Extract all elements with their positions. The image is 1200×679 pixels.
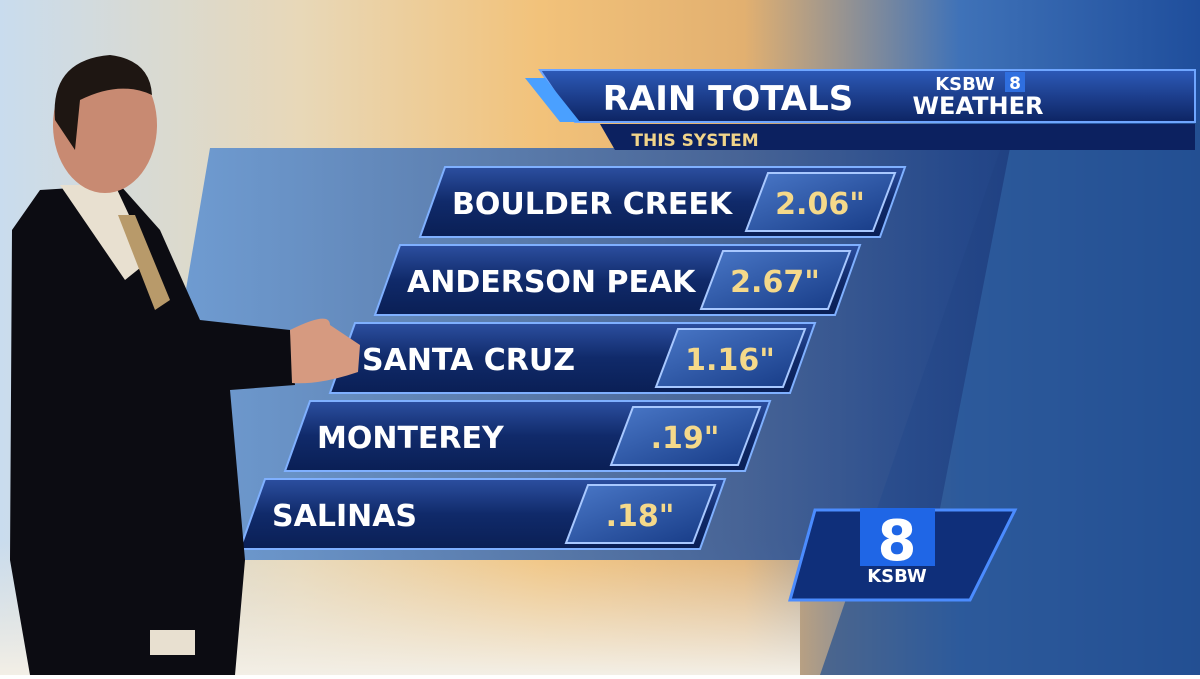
bug-station: KSBW — [867, 566, 927, 587]
rain-total: 2.06" — [775, 187, 865, 222]
location: SANTA CRUZ — [362, 343, 575, 378]
bug-channel: 8 — [878, 509, 917, 574]
rain-total: .18" — [606, 499, 675, 534]
rain-total: 2.67" — [730, 265, 820, 300]
location: BOULDER CREEK — [452, 187, 734, 222]
subtitle-bar — [600, 124, 1195, 150]
header-accent — [525, 78, 580, 122]
value-box — [654, 328, 807, 388]
logo-box — [1005, 72, 1025, 92]
rows: BOULDER CREEK 2.06" ANDERSON PEAK 2.67" SANT… — [238, 166, 907, 550]
value-box — [564, 484, 717, 544]
location: MONTEREY — [317, 421, 505, 456]
logo-station: KSBW — [935, 74, 995, 95]
logo-weather: WEATHER — [913, 92, 1044, 120]
value-box — [744, 172, 897, 232]
title: RAIN TOTALS — [603, 79, 854, 119]
presenter — [10, 55, 360, 675]
subtitle: THIS SYSTEM — [631, 131, 758, 151]
rain-total: 1.16" — [685, 343, 775, 378]
location: ANDERSON PEAK — [407, 265, 697, 300]
value-box — [699, 250, 852, 310]
location: SALINAS — [272, 499, 417, 534]
value-box — [609, 406, 762, 466]
rain-total: .19" — [651, 421, 720, 456]
station-bug: 8 KSBW — [788, 508, 1018, 602]
logo-channel: 8 — [1009, 74, 1021, 94]
